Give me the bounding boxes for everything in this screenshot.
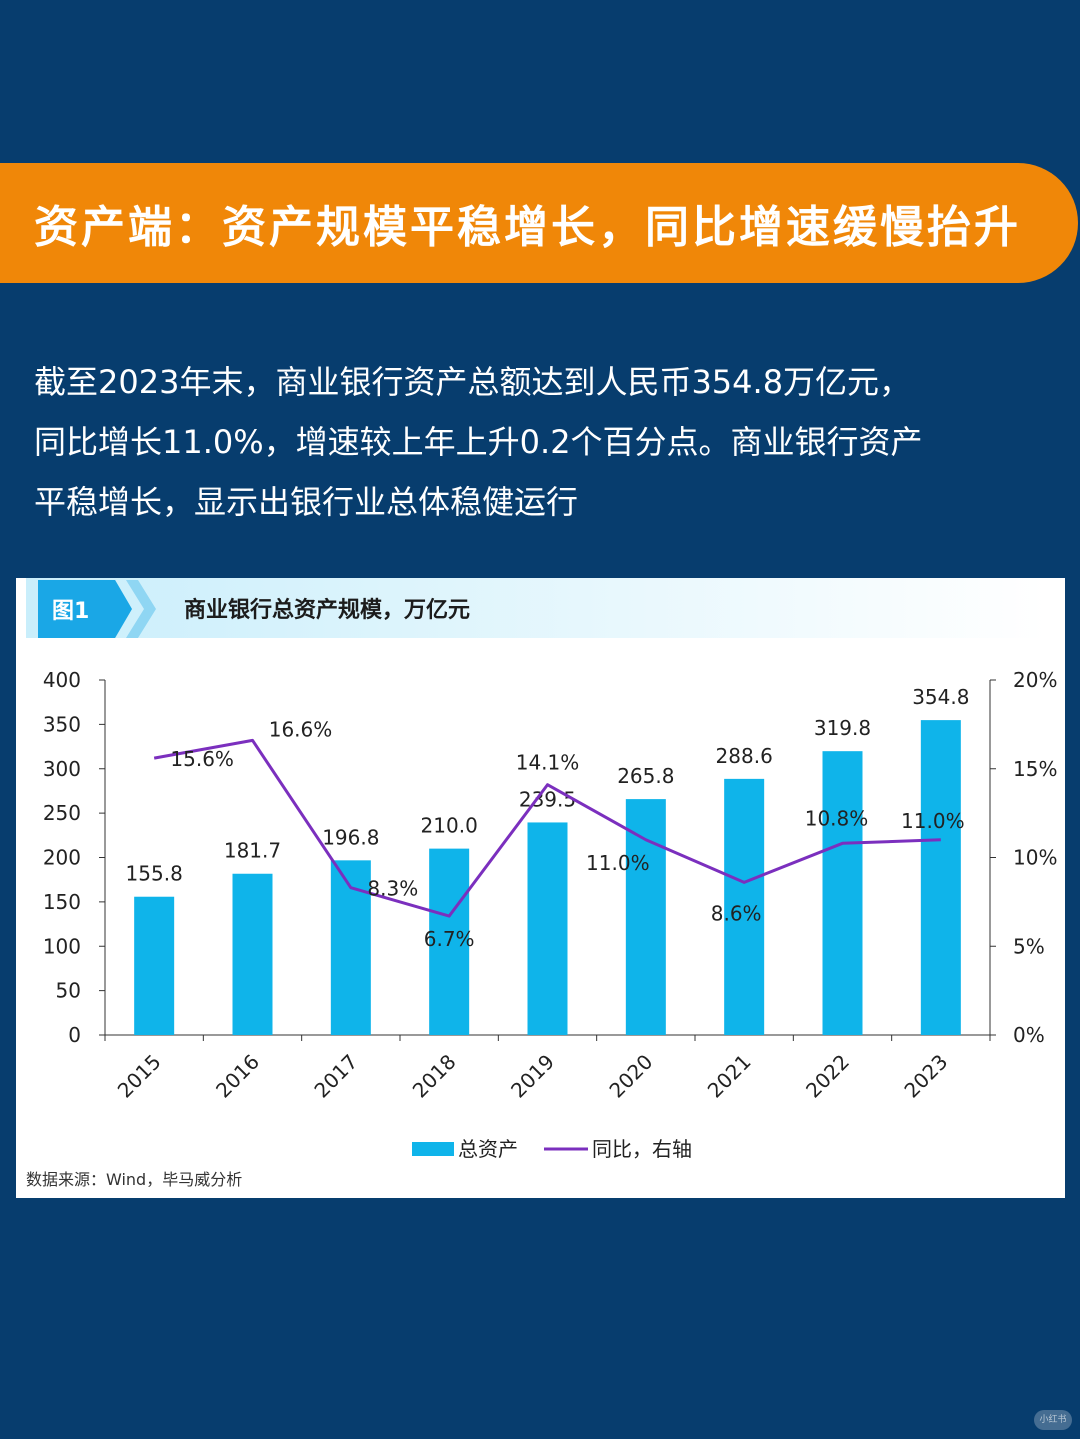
yoy-line bbox=[153, 738, 941, 918]
bar-value-label: 288.6 bbox=[716, 744, 773, 768]
bar-value-label: 155.8 bbox=[126, 862, 183, 886]
left-tick-label: 100 bbox=[43, 934, 81, 958]
bar bbox=[429, 848, 470, 1035]
watermark-logo: 小红书 bbox=[1034, 1410, 1072, 1430]
intro-text: 截至2023年末，商业银行资产总额达到人民币354.8万亿元， 同比增长11.0… bbox=[34, 352, 1044, 532]
bar-value-label: 210.0 bbox=[421, 814, 478, 838]
intro-line: 截至2023年末，商业银行资产总额达到人民币354.8万亿元， bbox=[34, 363, 912, 401]
bar bbox=[527, 822, 568, 1035]
bar bbox=[724, 778, 765, 1035]
bar-value-label: 265.8 bbox=[617, 764, 674, 788]
line-value-label: 15.6% bbox=[170, 747, 234, 771]
bar bbox=[330, 860, 371, 1035]
figure-title: 商业银行总资产规模，万亿元 bbox=[184, 598, 471, 623]
title-banner: 资产端：资产规模平稳增长，同比增速缓慢抬升 bbox=[0, 163, 1078, 283]
legend-bar-label: 总资产 bbox=[458, 1137, 518, 1161]
x-tick-label: 2021 bbox=[703, 1050, 756, 1103]
x-tick-label: 2017 bbox=[309, 1050, 362, 1103]
right-tick-label: 15% bbox=[1013, 757, 1057, 781]
x-tick-label: 2019 bbox=[506, 1050, 559, 1103]
bar-value-label: 196.8 bbox=[322, 825, 379, 849]
bar-value-label: 319.8 bbox=[814, 716, 871, 740]
line-value-label: 10.8% bbox=[805, 806, 869, 830]
line-value-label: 11.0% bbox=[586, 851, 650, 875]
figure-header: 图1 商业银行总资产规模，万亿元 bbox=[26, 578, 1046, 638]
line-value-label: 6.7% bbox=[424, 927, 475, 951]
x-tick-label: 2023 bbox=[899, 1050, 952, 1103]
bar-value-label: 354.8 bbox=[912, 685, 969, 709]
right-tick-label: 5% bbox=[1013, 934, 1045, 958]
bar bbox=[822, 751, 863, 1035]
bar bbox=[232, 873, 273, 1035]
bar bbox=[625, 799, 666, 1035]
line-value-label: 14.1% bbox=[516, 751, 580, 775]
intro-line: 同比增长11.0%，增速较上年上升0.2个百分点。商业银行资产 bbox=[34, 423, 923, 461]
right-tick-label: 20% bbox=[1013, 668, 1057, 692]
banner-title: 资产端：资产规模平稳增长，同比增速缓慢抬升 bbox=[34, 202, 1021, 253]
left-tick-label: 0 bbox=[68, 1023, 81, 1047]
left-tick-label: 400 bbox=[43, 668, 81, 692]
x-tick-label: 2018 bbox=[408, 1050, 461, 1103]
bar-value-label: 181.7 bbox=[224, 839, 281, 863]
bar bbox=[920, 720, 961, 1035]
left-tick-label: 150 bbox=[43, 890, 81, 914]
line-value-label: 8.6% bbox=[711, 901, 762, 925]
x-tick-label: 2015 bbox=[113, 1050, 166, 1103]
left-tick-label: 50 bbox=[56, 979, 81, 1003]
right-tick-label: 0% bbox=[1013, 1023, 1045, 1047]
left-tick-label: 300 bbox=[43, 757, 81, 781]
x-tick-label: 2020 bbox=[604, 1050, 657, 1103]
legend-bar-swatch bbox=[412, 1142, 454, 1156]
figure-source: 数据来源：Wind，毕马威分析 bbox=[26, 1170, 243, 1189]
chart-card: 图1 商业银行总资产规模，万亿元 0 50 100 150 200 250 300 350 40… bbox=[16, 578, 1065, 1198]
left-tick-label: 200 bbox=[43, 846, 81, 870]
bar bbox=[134, 896, 175, 1035]
legend-line-label: 同比，右轴 bbox=[592, 1137, 692, 1161]
line-value-label: 16.6% bbox=[269, 717, 333, 741]
chart: 0 50 100 150 200 250 300 350 400 0% 5% 10% 15% 20% 201… bbox=[43, 668, 1058, 1161]
figure-tag: 图1 bbox=[38, 580, 132, 638]
x-tick-label: 2022 bbox=[801, 1050, 854, 1103]
x-tick-label: 2016 bbox=[211, 1050, 264, 1103]
left-tick-label: 350 bbox=[43, 712, 81, 736]
right-tick-label: 10% bbox=[1013, 846, 1057, 870]
line-value-label: 11.0% bbox=[901, 809, 965, 833]
left-tick-label: 250 bbox=[43, 801, 81, 825]
bar-value-label: 239.5 bbox=[519, 787, 576, 811]
line-value-label: 8.3% bbox=[367, 877, 418, 901]
intro-line: 平稳增长，显示出银行业总体稳健运行 bbox=[34, 483, 579, 521]
